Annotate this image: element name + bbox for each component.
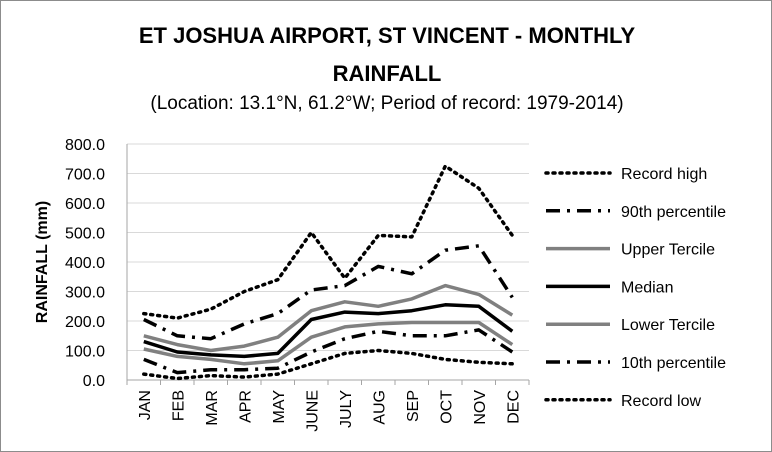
y-tick-label: 300.0 [65,285,105,302]
y-tick-label: 200.0 [65,314,105,331]
series-lines [142,164,515,381]
x-tick-label: SEP [405,390,422,422]
y-axis-label: RAINFALL (mm) [34,201,51,323]
chart-subtitle: (Location: 13.1°N, 61.2°W; Period of rec… [150,93,624,114]
axes [126,144,530,385]
x-tick-label: AUG [371,390,388,425]
x-tick-label: JAN [137,390,154,420]
x-tick-label: NOV [472,390,489,425]
x-tick-label: MAY [271,390,288,424]
series-line-median [143,303,514,359]
x-tick-label: DEC [505,390,522,424]
series-line-10th-percentile [143,328,514,375]
legend-label: 10th percentile [621,355,726,372]
x-tick-label: JULY [338,390,355,428]
legend-label: Lower Tercile [621,317,715,334]
y-tick-label: 600.0 [65,196,105,213]
y-tick-label: 100.0 [65,344,105,361]
x-tick-label: FEB [170,390,187,421]
x-tick-label: JUNE [304,390,321,432]
legend-label: Median [621,279,673,296]
series-line-lower-tercile [143,320,514,366]
series-line-record-high [142,164,515,320]
chart-title-line1: ET JOSHUA AIRPORT, ST VINCENT - MONTHLY [138,23,636,48]
legend: Record high 90th percentile Upper Tercile M… [544,166,726,410]
x-tick-label: OCT [438,390,455,424]
series-line-upper-tercile [143,283,514,353]
y-tick-label: 700.0 [65,167,105,184]
y-tick-label: 800.0 [65,137,105,154]
y-tick-label: 500.0 [65,226,105,243]
y-tick-label: 0.0 [83,373,105,390]
legend-label: Upper Tercile [621,242,715,259]
series-line-record-low [142,348,515,381]
x-tick-label: APR [237,390,254,423]
x-tick-label: MAR [204,390,221,426]
legend-label: 90th percentile [621,204,726,221]
chart-title-line2: RAINFALL [332,61,442,86]
y-tick-label: 400.0 [65,255,105,272]
legend-label: Record low [621,393,701,410]
legend-label: Record high [621,166,707,183]
series-line-90th-percentile [143,244,514,341]
tick-labels: 0.0 100.0 200.0 300.0 400.0 500.0 600.0 700.0 80… [65,137,522,432]
